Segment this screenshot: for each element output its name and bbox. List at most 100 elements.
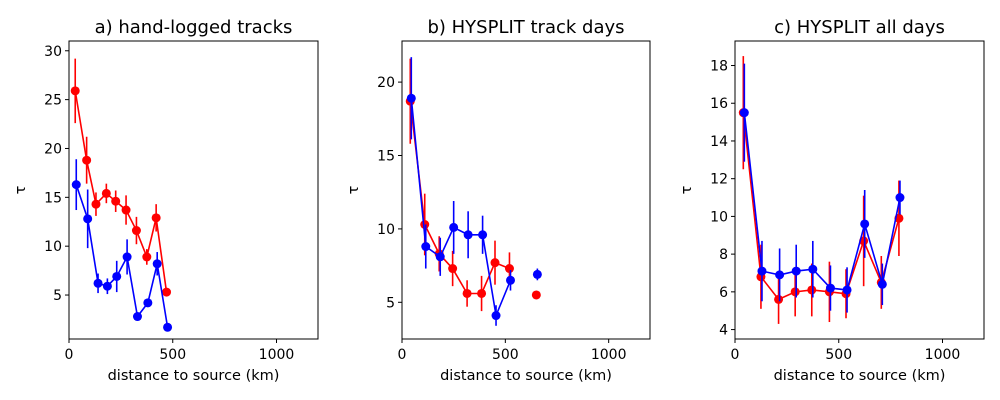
data-point	[842, 285, 852, 295]
series-blue	[71, 159, 173, 332]
y-tick-label: 20	[44, 141, 62, 157]
data-point	[91, 199, 101, 209]
series-line-red	[409, 101, 510, 295]
y-tick-label: 15	[377, 149, 395, 165]
data-point	[506, 275, 515, 285]
data-point	[449, 222, 459, 232]
x-axis-label: distance to source (km)	[440, 368, 612, 384]
y-axis-label: τ	[679, 185, 695, 194]
series-red	[405, 58, 541, 312]
plot-frame	[68, 40, 319, 340]
y-tick-label: 14	[710, 134, 728, 150]
x-tick-label: 500	[159, 347, 186, 363]
data-point	[463, 230, 473, 240]
data-point	[775, 270, 785, 280]
x-tick-label: 1000	[259, 347, 295, 363]
data-point	[808, 264, 818, 274]
data-point	[774, 294, 784, 304]
panel-b: b) HYSPLIT track days 0 500 1000 5 10 15 20 dist…	[346, 17, 651, 384]
y-tick-label: 18	[710, 59, 728, 75]
data-point	[478, 230, 488, 240]
data-point	[860, 219, 870, 229]
data-point	[152, 259, 162, 269]
series-line-red	[74, 90, 168, 293]
y-tick-label: 30	[44, 44, 62, 60]
x-tick-label: 0	[65, 347, 74, 363]
y-tick-label: 5	[386, 295, 395, 311]
data-point	[421, 242, 431, 252]
chart-title: b) HYSPLIT track days	[427, 17, 624, 38]
data-point	[504, 264, 514, 274]
plot-frame	[734, 40, 985, 340]
data-point	[111, 196, 121, 206]
chart-title: c) HYSPLIT all days	[774, 17, 945, 38]
data-point	[121, 205, 131, 215]
y-tick-label: 12	[710, 172, 728, 188]
series-blue	[739, 63, 905, 313]
y-tick-label: 25	[44, 93, 62, 109]
panel-c: c) HYSPLIT all days 0 500 1000 4 6 8 10 12 14 16 18…	[679, 17, 985, 384]
data-point	[93, 278, 103, 288]
series-line-blue	[75, 184, 169, 328]
y-axis-label: τ	[13, 185, 29, 194]
data-point	[70, 86, 80, 96]
y-tick-label: 6	[719, 285, 728, 301]
data-point	[477, 288, 487, 298]
y-axis-label: τ	[346, 185, 362, 194]
y-tick-label: 10	[44, 239, 62, 255]
data-point	[757, 266, 767, 276]
plot-frame	[401, 40, 651, 340]
data-point	[151, 213, 161, 223]
series-blue	[406, 57, 542, 326]
y-tick-label: 20	[377, 75, 395, 91]
x-tick-label: 500	[492, 347, 519, 363]
data-point	[112, 271, 122, 281]
data-point	[71, 180, 81, 190]
data-point-isolated	[532, 269, 542, 279]
x-tick-label: 0	[398, 347, 407, 363]
data-point	[131, 226, 141, 236]
data-point	[490, 258, 500, 268]
y-tick-label: 16	[710, 96, 728, 112]
data-point	[420, 219, 430, 229]
data-point-isolated	[531, 290, 541, 300]
x-tick-label: 1000	[591, 347, 627, 363]
data-point	[790, 287, 800, 297]
data-point	[102, 281, 112, 291]
y-tick-label: 5	[53, 288, 62, 304]
x-axis-label: distance to source (km)	[774, 368, 946, 384]
x-tick-label: 0	[731, 347, 740, 363]
data-point	[163, 322, 173, 332]
data-point	[895, 193, 905, 203]
data-point	[448, 264, 458, 274]
y-tick-label: 15	[44, 190, 62, 206]
data-point	[83, 214, 93, 224]
x-tick-label: 500	[825, 347, 852, 363]
data-point	[435, 252, 445, 262]
data-point	[807, 285, 817, 295]
data-point	[82, 155, 92, 165]
y-tick-label: 4	[719, 323, 728, 339]
chart-title: a) hand-logged tracks	[95, 17, 293, 38]
series-red	[70, 58, 172, 297]
data-point	[142, 252, 152, 262]
y-tick-label: 10	[710, 209, 728, 225]
data-point	[143, 298, 153, 308]
data-point	[739, 108, 749, 118]
data-point	[877, 279, 887, 289]
data-point	[825, 283, 835, 293]
panel-a: a) hand-logged tracks 0 500 1000 5 10 15 20 25 30…	[13, 17, 319, 384]
series-line-blue	[743, 112, 901, 291]
x-tick-label: 1000	[925, 347, 961, 363]
data-point	[791, 266, 801, 276]
y-tick-label: 8	[719, 247, 728, 263]
x-axis-label: distance to source (km)	[108, 368, 280, 384]
data-point	[101, 188, 111, 198]
y-tick-label: 10	[377, 222, 395, 238]
data-point	[406, 93, 416, 103]
data-point	[132, 312, 142, 322]
series-line-red	[742, 112, 900, 301]
data-point	[122, 252, 132, 262]
data-point	[162, 287, 172, 297]
